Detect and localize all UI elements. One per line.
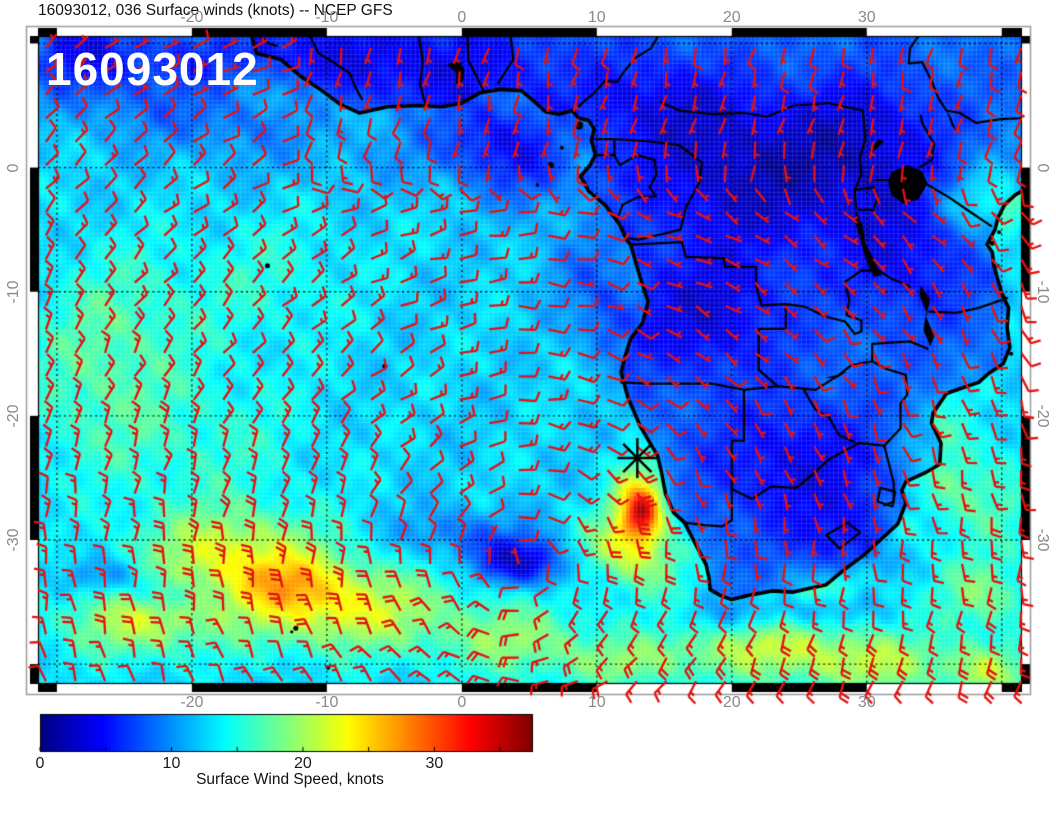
figure-title: 16093012, 036 Surface winds (knots) -- N… bbox=[38, 2, 393, 19]
x-axis-tick-top: 0 bbox=[457, 9, 467, 26]
colorbar-tick: 30 bbox=[425, 755, 444, 772]
datetime-label: 16093012 bbox=[46, 43, 259, 95]
colorbar-tick: 10 bbox=[162, 755, 181, 772]
y-axis-tick-left: -30 bbox=[5, 528, 22, 552]
y-axis-tick-left: -20 bbox=[5, 404, 22, 428]
x-axis-tick-top: 20 bbox=[722, 9, 741, 26]
y-axis-tick-left: 0 bbox=[5, 163, 22, 173]
x-axis-tick-bottom: 20 bbox=[722, 694, 741, 711]
y-axis-tick-right: -10 bbox=[1034, 280, 1051, 304]
x-axis-tick-bottom: 30 bbox=[857, 694, 876, 711]
y-axis-tick-right: -30 bbox=[1034, 528, 1051, 552]
y-axis-tick-left: -10 bbox=[5, 280, 22, 304]
x-axis-tick-top: 30 bbox=[857, 9, 876, 26]
x-axis-tick-bottom: -20 bbox=[180, 694, 204, 711]
x-axis-tick-top: -20 bbox=[180, 9, 204, 26]
x-axis-tick-bottom: 10 bbox=[587, 694, 606, 711]
colorbar-tick: 0 bbox=[35, 755, 45, 772]
x-axis-tick-top: -10 bbox=[315, 9, 339, 26]
y-axis-tick-right: -20 bbox=[1034, 404, 1051, 428]
x-axis-tick-bottom: -10 bbox=[315, 694, 339, 711]
y-axis-tick-right: 0 bbox=[1034, 163, 1051, 173]
x-axis-tick-top: 10 bbox=[587, 9, 606, 26]
x-axis-tick-bottom: 0 bbox=[457, 694, 467, 711]
colorbar-label: Surface Wind Speed, knots bbox=[196, 771, 384, 788]
colorbar-tick: 20 bbox=[294, 755, 312, 772]
